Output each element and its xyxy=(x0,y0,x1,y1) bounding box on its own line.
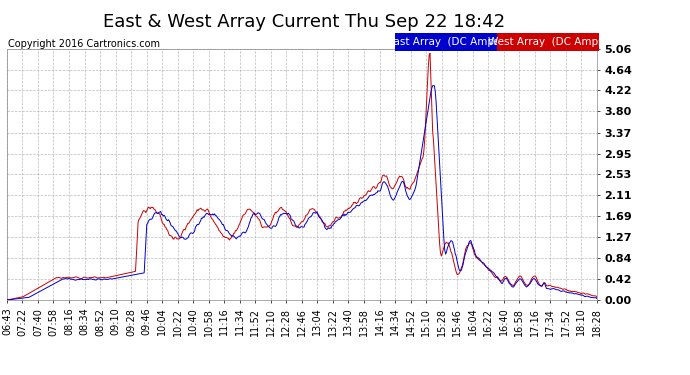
Text: Copyright 2016 Cartronics.com: Copyright 2016 Cartronics.com xyxy=(8,39,160,50)
Text: West Array  (DC Amps): West Array (DC Amps) xyxy=(488,37,608,46)
Text: East Array  (DC Amps): East Array (DC Amps) xyxy=(388,37,504,46)
Text: East & West Array Current Thu Sep 22 18:42: East & West Array Current Thu Sep 22 18:… xyxy=(103,13,504,31)
